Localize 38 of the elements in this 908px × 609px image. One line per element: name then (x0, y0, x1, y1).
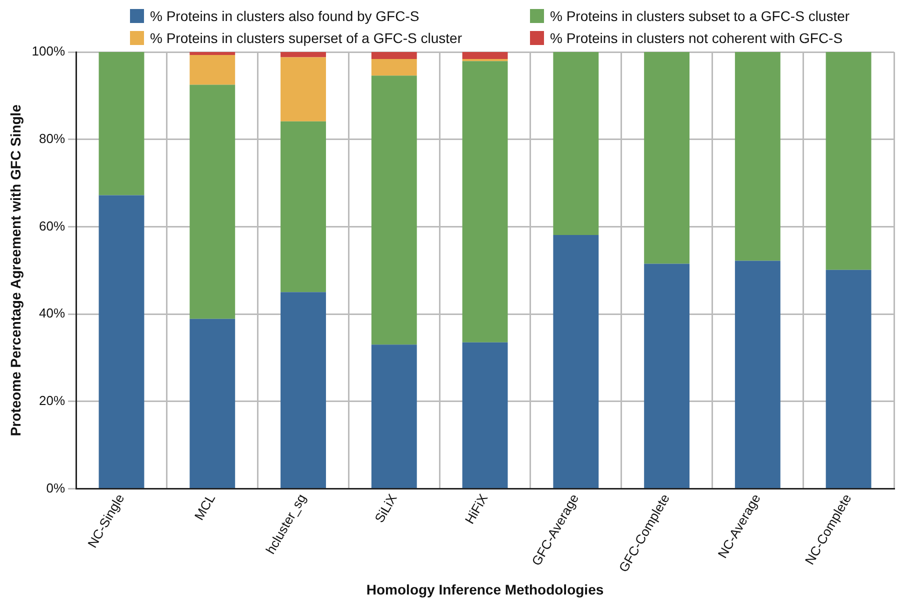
bar (280, 57, 326, 122)
bar (462, 58, 508, 62)
bar (190, 84, 236, 319)
legend-label: % Proteins in clusters also found by GFC-S (150, 8, 420, 24)
bar (462, 342, 508, 488)
bar (190, 52, 236, 56)
bar (98, 195, 144, 488)
bar (371, 52, 417, 59)
bar (280, 121, 326, 292)
y-axis-title: Proteome Percentage Agreement with GFC Single (7, 104, 24, 436)
bar (280, 52, 326, 58)
y-tick-label: 0% (46, 480, 66, 496)
legend-label: % Proteins in clusters superset of a GFC-S cluster (150, 30, 462, 46)
bar (371, 58, 417, 76)
bar (734, 52, 780, 261)
y-tick-label: 80% (39, 130, 66, 146)
bar (280, 292, 326, 488)
bar (462, 52, 508, 59)
y-tick-label: 100% (32, 44, 66, 59)
bar (190, 318, 236, 488)
bar (371, 76, 417, 345)
bar (826, 270, 872, 488)
legend-label: % Proteins in clusters not coherent with GFC-S (550, 30, 843, 46)
bar (553, 234, 599, 488)
bar (644, 264, 690, 488)
y-tick-label: 20% (39, 392, 66, 408)
bar (98, 52, 144, 196)
bar (190, 55, 236, 85)
bar (462, 61, 508, 342)
legend-label: % Proteins in clusters subset to a GFC-S cluster (550, 8, 850, 24)
y-tick-label: 40% (39, 306, 66, 321)
bar (553, 52, 599, 235)
bar (371, 344, 417, 488)
x-axis-title: Homology Inference Methodologies (366, 581, 604, 598)
bar (734, 260, 780, 488)
bar (826, 52, 872, 270)
y-tick-label: 60% (39, 218, 66, 234)
bar (644, 52, 690, 264)
